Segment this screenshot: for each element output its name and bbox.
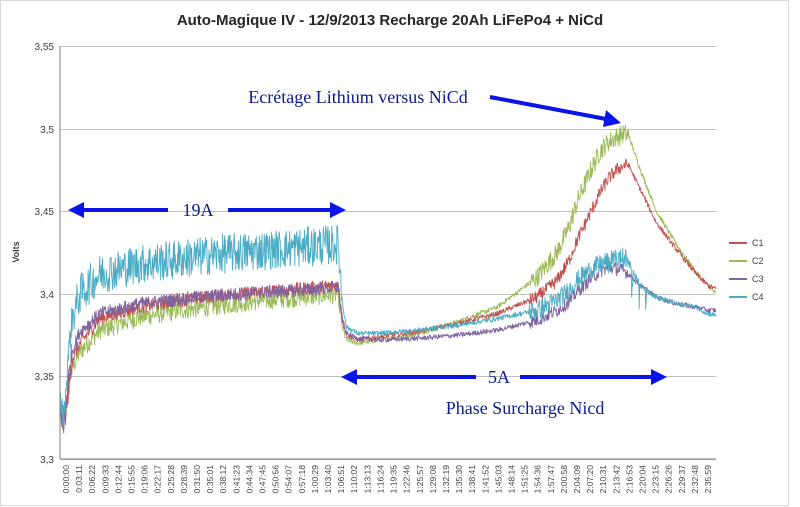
x-tick-label: 0:54:07 — [284, 465, 294, 494]
x-tick-label: 2:29:37 — [677, 465, 687, 494]
x-tick-label: 1:51:25 — [520, 465, 530, 494]
legend-label-c1: C1 — [752, 238, 764, 248]
x-tick-label: 0:28:39 — [179, 465, 189, 494]
annotation-phase-surcharge: Phase Surcharge Nicd — [446, 398, 605, 418]
x-tick-label: 2:20:04 — [637, 465, 647, 494]
x-tick-label: 2:13:42 — [611, 465, 621, 494]
x-tick-label: 0:41:23 — [231, 465, 241, 494]
legend-label-c2: C2 — [752, 256, 764, 266]
x-tick-label: 0:57:18 — [297, 465, 307, 494]
x-tick-label: 1:03:40 — [323, 465, 333, 494]
arrowhead-19a-left — [68, 202, 84, 218]
x-tick-label: 0:31:50 — [192, 465, 202, 494]
chart-title: Auto-Magique IV - 12/9/2013 Recharge 20A… — [177, 12, 603, 29]
x-tick-label: 0:00:00 — [61, 465, 71, 494]
x-tick-label: 1:06:51 — [336, 465, 346, 494]
x-tick-label: 0:06:22 — [87, 465, 97, 494]
x-tick-label: 1:29:08 — [428, 465, 438, 494]
annotation-ecretage: Ecrétage Lithium versus NiCd — [248, 87, 621, 127]
y-axis-label: Volts — [11, 241, 21, 262]
x-tick-label: 1:32:19 — [441, 465, 451, 494]
x-tick-label: 1:57:47 — [546, 465, 556, 494]
x-tick-label: 2:16:53 — [624, 465, 634, 494]
x-tick-label: 0:19:06 — [140, 465, 150, 494]
annotation-19a: 19A — [68, 200, 346, 220]
x-tick-label: 1:16:24 — [375, 465, 385, 494]
x-tick-label: 2:32:48 — [690, 465, 700, 494]
x-tick-label: 2:00:58 — [559, 465, 569, 494]
series-line-c4 — [59, 225, 717, 429]
x-tick-label: 2:04:09 — [572, 465, 582, 494]
x-tick-label: 1:10:02 — [349, 465, 359, 494]
x-tick-label: 0:38:12 — [218, 465, 228, 494]
x-tick-label: 0:15:55 — [127, 465, 137, 494]
y-tick-labels: 3,3 3,35 3,4 3,45 3,5 3,55 — [35, 42, 55, 466]
x-tick-labels: 0:00:00 0:03:11 0:06:22 0:09:33 0:12:44 0:15:… — [61, 465, 713, 494]
x-tick-label: 0:50:56 — [271, 465, 281, 494]
y-tick-label: 3,3 — [40, 455, 54, 466]
x-tick-label: 0:12:44 — [113, 465, 123, 494]
x-tick-label: 1:22:46 — [402, 465, 412, 494]
x-tick-label: 1:00:29 — [310, 465, 320, 494]
series-lines — [59, 124, 717, 434]
legend-label-c4: C4 — [752, 292, 764, 302]
y-tick-label: 3,5 — [40, 125, 54, 136]
x-tick-label: 0:03:11 — [74, 465, 84, 493]
x-tick-label: 0:47:45 — [258, 465, 268, 494]
y-tick-label: 3,4 — [40, 290, 54, 301]
x-tick-label: 0:09:33 — [100, 465, 110, 494]
x-tick-label: 0:25:28 — [166, 465, 176, 494]
x-tick-label: 1:41:52 — [480, 465, 490, 494]
x-tick-label: 1:45:03 — [493, 465, 503, 494]
x-tick-label: 0:44:34 — [244, 465, 254, 494]
x-tick-label: 2:07:20 — [585, 465, 595, 494]
arrowhead-5a-left — [341, 369, 357, 385]
annotation-ecretage-text: Ecrétage Lithium versus NiCd — [248, 87, 467, 107]
arrow-ecretage — [489, 95, 607, 121]
y-tick-label: 3,55 — [35, 42, 55, 53]
x-tick-label: 2:10:31 — [598, 465, 608, 494]
x-tick-label: 1:13:13 — [362, 465, 372, 494]
x-tick-label: 1:19:35 — [389, 465, 399, 494]
x-tick-label: 1:35:30 — [454, 465, 464, 494]
legend: C1 C2 C3 C4 — [729, 238, 764, 302]
legend-label-c3: C3 — [752, 274, 764, 284]
arrowhead-ecretage — [603, 110, 621, 127]
arrowhead-5a-right — [651, 369, 667, 385]
x-tick-label: 2:23:15 — [651, 465, 661, 494]
x-tick-label: 2:26:26 — [664, 465, 674, 494]
x-tick-label: 1:25:57 — [415, 465, 425, 494]
annotation-5a: 5A — [341, 367, 667, 387]
y-tick-label: 3,45 — [35, 207, 55, 218]
y-tick-label: 3,35 — [35, 372, 55, 383]
annotation-5a-text: 5A — [488, 367, 510, 387]
x-tick-label: 1:54:36 — [533, 465, 543, 494]
annotation-19a-text: 19A — [183, 200, 214, 220]
x-tick-label: 0:35:01 — [205, 465, 215, 494]
x-tick-label: 2:35:59 — [703, 465, 713, 494]
x-tick-label: 1:48:14 — [506, 465, 516, 494]
arrowhead-19a-right — [330, 202, 346, 218]
x-tick-label: 1:38:41 — [467, 465, 477, 494]
x-tick-label: 0:22:17 — [153, 465, 163, 494]
